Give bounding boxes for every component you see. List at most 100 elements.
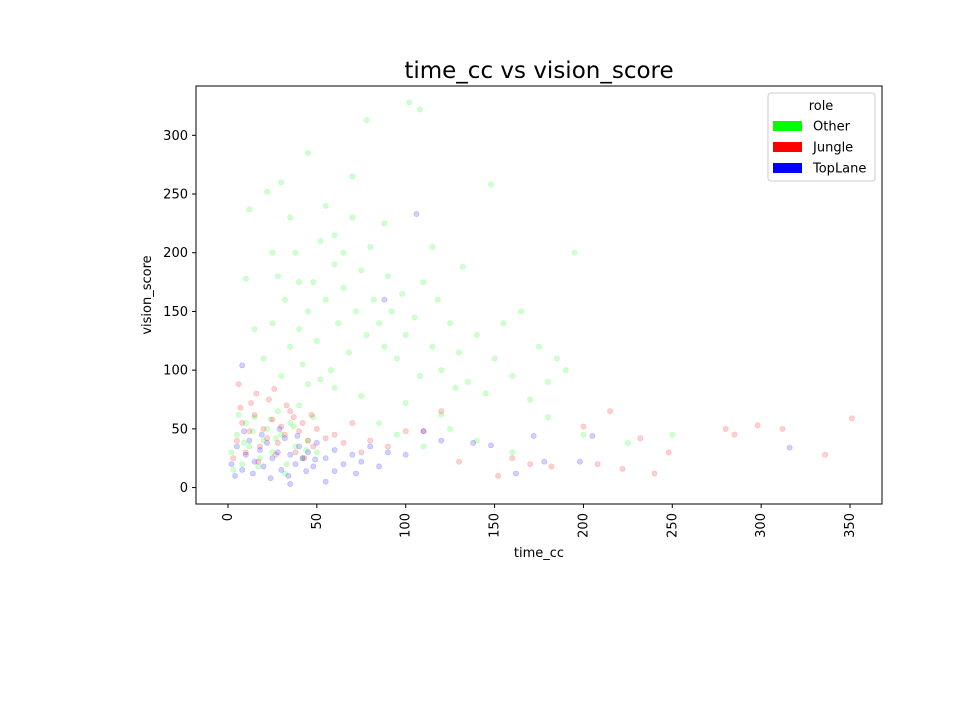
point-other [296, 279, 302, 285]
x-axis: 0 50 100 150 200 250 300 350 [221, 504, 858, 538]
point-other [267, 416, 274, 423]
point-toplane [264, 439, 270, 446]
point-jungle [239, 420, 246, 426]
point-toplane [349, 451, 356, 458]
point-jungle [456, 458, 462, 465]
point-jungle [527, 461, 533, 467]
point-other [452, 384, 459, 391]
point-other [459, 263, 466, 270]
x-tick-label: 0 [221, 513, 236, 521]
point-other [296, 402, 302, 409]
y-tick-label: 200 [163, 246, 188, 261]
point-toplane [376, 463, 382, 470]
y-tick-label: 250 [163, 188, 188, 203]
x-axis-label: time_cc [514, 546, 564, 561]
point-jungle [331, 431, 338, 438]
point-other [399, 290, 406, 297]
point-other [317, 238, 324, 244]
point-other [278, 373, 285, 379]
point-other [447, 320, 453, 327]
point-jungle [292, 449, 299, 456]
point-other [491, 355, 498, 362]
point-other [278, 179, 285, 186]
point-jungle [235, 381, 242, 388]
point-toplane [340, 461, 347, 467]
point-other [283, 461, 290, 467]
legend-label-toplane: TopLane [812, 162, 866, 177]
point-other [669, 431, 676, 438]
point-jungle [509, 455, 516, 462]
point-toplane [276, 425, 283, 432]
y-tick-label: 300 [163, 129, 188, 144]
point-other [345, 349, 352, 356]
point-jungle [233, 437, 240, 444]
point-toplane [589, 432, 596, 439]
point-other [310, 414, 317, 420]
point-jungle [594, 461, 601, 467]
point-jungle [637, 435, 644, 442]
point-other [358, 267, 365, 274]
point-other [473, 437, 480, 444]
point-jungle [438, 408, 445, 415]
point-other [553, 355, 560, 362]
legend-swatch-other [773, 121, 802, 131]
point-other [416, 106, 423, 113]
point-toplane [541, 458, 548, 465]
point-other [571, 249, 578, 256]
point-jungle [255, 458, 262, 465]
point-other [388, 308, 395, 315]
plot-frame [195, 85, 883, 505]
point-other [393, 355, 400, 362]
point-jungle [779, 425, 786, 432]
point-other [310, 279, 317, 285]
point-toplane [242, 451, 249, 458]
point-toplane [292, 461, 299, 467]
legend-label-other: Other [813, 120, 851, 135]
point-jungle [340, 439, 347, 446]
point-other [381, 343, 388, 350]
point-jungle [384, 443, 391, 450]
point-other [402, 331, 409, 338]
point-toplane [322, 478, 329, 485]
point-other [331, 384, 338, 391]
point-jungle [299, 420, 306, 426]
point-jungle [290, 414, 297, 420]
point-other [367, 243, 374, 250]
point-other [292, 443, 299, 450]
point-toplane [438, 437, 445, 444]
point-jungle [260, 425, 267, 432]
point-toplane [294, 432, 301, 439]
point-other [305, 381, 311, 388]
point-other [273, 435, 279, 442]
point-other [482, 390, 489, 397]
point-other [246, 443, 253, 450]
point-other [406, 99, 413, 106]
point-jungle [269, 416, 276, 423]
point-other [509, 449, 516, 456]
point-toplane [310, 463, 317, 470]
point-other [562, 367, 569, 373]
point-jungle [731, 431, 738, 438]
point-other [281, 470, 288, 477]
x-tick-label: 100 [399, 513, 414, 538]
point-toplane [577, 458, 583, 465]
point-jungle [367, 437, 374, 444]
x-tick-label: 200 [576, 513, 591, 538]
point-jungle [248, 400, 254, 406]
point-other [246, 206, 253, 213]
point-other [393, 431, 400, 438]
y-axis-label: vision_score [140, 255, 155, 334]
point-toplane [786, 444, 793, 451]
point-toplane [274, 449, 281, 456]
point-other [322, 202, 329, 209]
point-jungle [722, 425, 729, 432]
point-other [239, 461, 246, 467]
point-other [411, 314, 418, 321]
point-toplane [257, 447, 263, 453]
point-other [281, 296, 288, 303]
point-other [313, 449, 320, 456]
point-other [527, 396, 533, 403]
point-other [299, 361, 306, 368]
point-jungle [274, 439, 281, 446]
point-other [402, 400, 409, 406]
